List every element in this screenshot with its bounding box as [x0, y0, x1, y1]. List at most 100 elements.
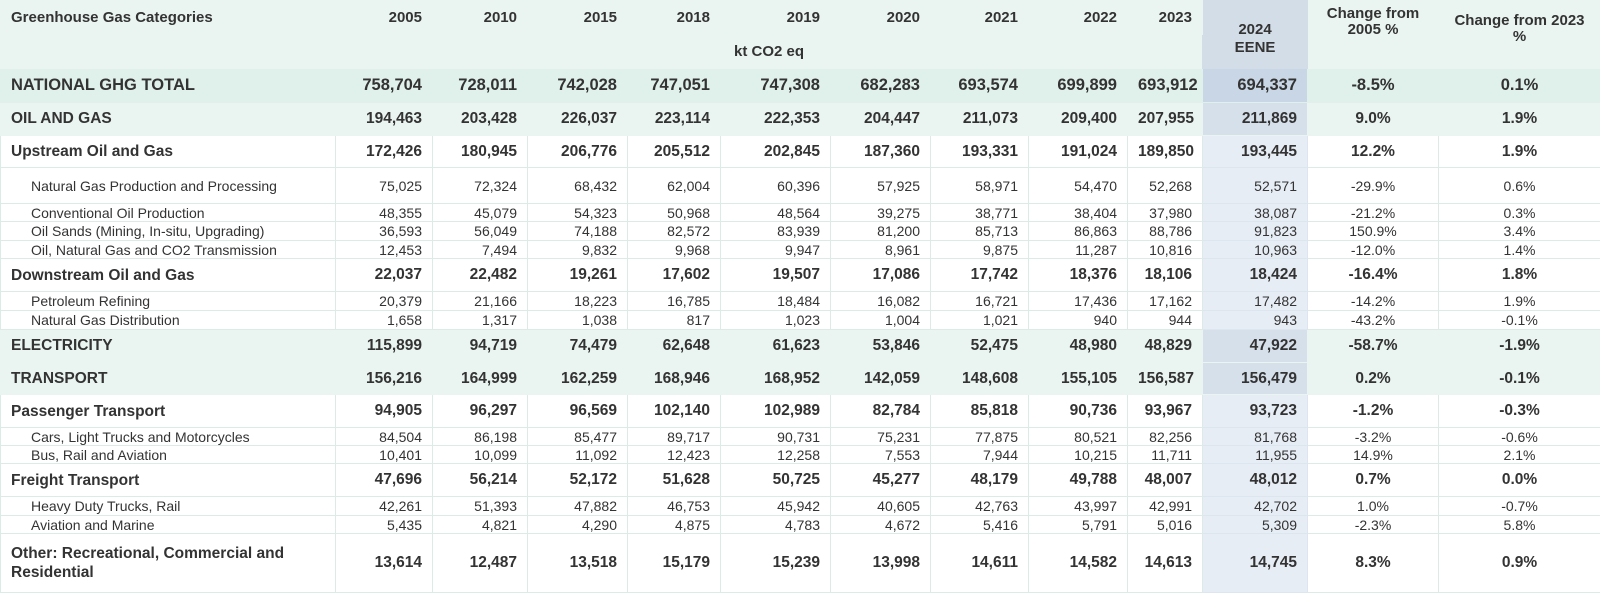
change-2005-cell: 14.9%: [1308, 446, 1439, 464]
value-cell: 37,980: [1128, 204, 1203, 222]
value-cell: 168,952: [721, 363, 831, 395]
value-cell: 187,360: [831, 136, 931, 168]
eene-year: 2024: [1213, 21, 1297, 39]
value-cell: 13,998: [831, 534, 931, 593]
value-cell: 22,482: [433, 259, 528, 292]
row-label: Aviation and Marine: [1, 516, 336, 534]
row-label: Other: Recreational, Commercial and Resi…: [1, 534, 336, 593]
value-cell: 52,268: [1128, 168, 1203, 204]
unit-spacer: [1, 35, 336, 69]
row-label: Petroleum Refining: [1, 292, 336, 311]
row-label: ELECTRICITY: [1, 330, 336, 363]
value-cell: 10,215: [1029, 446, 1128, 464]
change-2023-cell: -0.1%: [1439, 363, 1600, 395]
value-cell: 115,899: [336, 330, 433, 363]
value-cell: 699,899: [1029, 69, 1128, 103]
value-cell: 62,648: [628, 330, 721, 363]
value-cell: 11,711: [1128, 446, 1203, 464]
value-cell: 86,198: [433, 428, 528, 446]
value-cell: 9,947: [721, 241, 831, 259]
eene-header: 2024 EENE: [1203, 1, 1308, 69]
change-2023-cell: 1.4%: [1439, 241, 1600, 259]
change-2005-cell: -1.2%: [1308, 395, 1439, 428]
value-cell: 205,512: [628, 136, 721, 168]
change-2023-cell: -0.3%: [1439, 395, 1600, 428]
year-header: 2021: [931, 1, 1029, 35]
value-cell: 17,436: [1029, 292, 1128, 311]
value-cell: 758,704: [336, 69, 433, 103]
value-cell: 89,717: [628, 428, 721, 446]
change-2023-header: Change from 2023 %: [1439, 1, 1600, 69]
change-2005-header: Change from 2005 %: [1308, 1, 1439, 69]
value-cell: 82,256: [1128, 428, 1203, 446]
year-header: 2022: [1029, 1, 1128, 35]
value-cell: 42,261: [336, 497, 433, 516]
change-2005-cell: -12.0%: [1308, 241, 1439, 259]
value-cell: 48,564: [721, 204, 831, 222]
value-cell: 52,475: [931, 330, 1029, 363]
value-cell: 9,875: [931, 241, 1029, 259]
value-cell: 1,004: [831, 311, 931, 330]
change-2005-cell: -2.3%: [1308, 516, 1439, 534]
value-cell: 211,073: [931, 103, 1029, 136]
value-cell: 5,435: [336, 516, 433, 534]
value-cell: 90,731: [721, 428, 831, 446]
value-cell: 74,188: [528, 222, 628, 241]
eene-cell: 10,963: [1203, 241, 1308, 259]
value-cell: 80,521: [1029, 428, 1128, 446]
value-cell: 5,791: [1029, 516, 1128, 534]
value-cell: 96,569: [528, 395, 628, 428]
value-cell: 682,283: [831, 69, 931, 103]
value-cell: 38,771: [931, 204, 1029, 222]
value-cell: 206,776: [528, 136, 628, 168]
value-cell: 45,079: [433, 204, 528, 222]
value-cell: 168,946: [628, 363, 721, 395]
eene-cell: 42,702: [1203, 497, 1308, 516]
value-cell: 102,989: [721, 395, 831, 428]
value-cell: 1,317: [433, 311, 528, 330]
value-cell: 16,082: [831, 292, 931, 311]
row-label: Cars, Light Trucks and Motorcycles: [1, 428, 336, 446]
year-header: 2018: [628, 1, 721, 35]
value-cell: 12,258: [721, 446, 831, 464]
value-cell: 940: [1029, 311, 1128, 330]
value-cell: 38,404: [1029, 204, 1128, 222]
value-cell: 14,613: [1128, 534, 1203, 593]
value-cell: 15,239: [721, 534, 831, 593]
value-cell: 156,216: [336, 363, 433, 395]
change-2023-cell: 1.8%: [1439, 259, 1600, 292]
change-2005-cell: 12.2%: [1308, 136, 1439, 168]
value-cell: 10,816: [1128, 241, 1203, 259]
eene-cell: 48,012: [1203, 464, 1308, 497]
value-cell: 12,487: [433, 534, 528, 593]
value-cell: 1,021: [931, 311, 1029, 330]
value-cell: 22,037: [336, 259, 433, 292]
value-cell: 72,324: [433, 168, 528, 204]
eene-label: EENE: [1213, 39, 1297, 57]
row-label: Natural Gas Distribution: [1, 311, 336, 330]
value-cell: 54,323: [528, 204, 628, 222]
change-2005-cell: -14.2%: [1308, 292, 1439, 311]
category-header: Greenhouse Gas Categories: [1, 1, 336, 35]
value-cell: 48,007: [1128, 464, 1203, 497]
value-cell: 693,912: [1128, 69, 1203, 103]
value-cell: 58,971: [931, 168, 1029, 204]
change-2005-cell: 8.3%: [1308, 534, 1439, 593]
change-2023-cell: 5.8%: [1439, 516, 1600, 534]
value-cell: 12,423: [628, 446, 721, 464]
eene-cell: 156,479: [1203, 363, 1308, 395]
value-cell: 74,479: [528, 330, 628, 363]
value-cell: 14,611: [931, 534, 1029, 593]
value-cell: 43,997: [1029, 497, 1128, 516]
row-label: Conventional Oil Production: [1, 204, 336, 222]
value-cell: 45,942: [721, 497, 831, 516]
value-cell: 156,587: [1128, 363, 1203, 395]
change-2005-cell: -3.2%: [1308, 428, 1439, 446]
value-cell: 49,788: [1029, 464, 1128, 497]
change-2005-cell: -58.7%: [1308, 330, 1439, 363]
change-2005-cell: -16.4%: [1308, 259, 1439, 292]
